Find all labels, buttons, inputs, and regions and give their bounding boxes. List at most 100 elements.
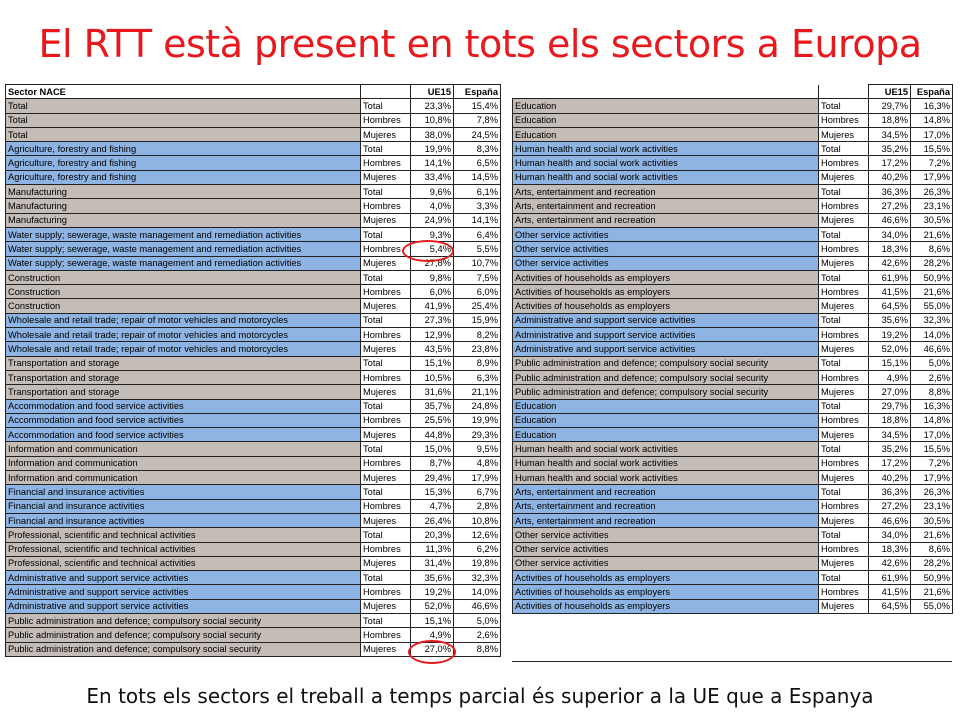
- sector-cell: Administrative and support service activ…: [512, 341, 819, 357]
- ue15-value: 19,2%: [410, 584, 454, 600]
- ue15-value: 34,5%: [868, 126, 911, 143]
- sex-cell: Total: [818, 355, 869, 371]
- ue15-value: 41,9%: [410, 298, 454, 314]
- table-row: Accommodation and food service activitie…: [5, 398, 501, 414]
- sex-cell: Total: [360, 312, 411, 329]
- table-row: Activities of households as employers Tot…: [512, 570, 953, 586]
- ue15-value: 20,3%: [410, 527, 454, 543]
- espana-value: 21,6%: [910, 226, 953, 243]
- highlight-circle-water-hombres: [402, 240, 454, 262]
- table-row: Professional, scientific and technical a…: [5, 527, 501, 543]
- sex-cell: Hombres: [360, 541, 411, 557]
- espana-value: 6,5%: [453, 155, 501, 171]
- table-row: Financial and insurance activities Total 1…: [5, 484, 501, 500]
- table-row: Information and communication Hombres 8,7%…: [5, 455, 501, 472]
- table-row: Total Total 23,3% 15,4%: [5, 98, 501, 114]
- ue15-value: 8,7%: [410, 455, 454, 472]
- espana-value: 14,0%: [453, 584, 501, 600]
- sector-cell: Human health and social work activities: [512, 169, 819, 186]
- espana-value: 6,2%: [453, 541, 501, 557]
- sector-cell: Wholesale and retail trade; repair of mo…: [5, 312, 361, 329]
- table-row: Public administration and defence; compu…: [512, 369, 953, 386]
- ue15-value: 15,3%: [410, 484, 454, 500]
- table-row: Other service activities Total 34,0% 21,6%: [512, 226, 953, 243]
- espana-value: 21,6%: [910, 284, 953, 300]
- ue15-value: 9,6%: [410, 184, 454, 200]
- sex-cell: Total: [818, 184, 869, 200]
- table-row: Agriculture, forestry and fishing Mujeres…: [5, 169, 501, 186]
- table-row: Other service activities Mujeres 42,6% 28,2…: [512, 255, 953, 271]
- table-row: Human health and social work activities T…: [512, 441, 953, 457]
- sector-cell: Other service activities: [512, 555, 819, 572]
- table-row: Transportation and storage Mujeres 31,6% 21…: [5, 384, 501, 400]
- sex-cell: Total: [818, 98, 869, 114]
- sector-cell: Accommodation and food service activitie…: [5, 427, 361, 443]
- ue15-value: 64,5%: [868, 598, 911, 614]
- ue15-value: 36,3%: [868, 484, 911, 500]
- espana-value: 23,1%: [910, 498, 953, 514]
- sector-cell: Human health and social work activities: [512, 470, 819, 486]
- right-sector-table: UE15 España Education Total 29,7% 16,3% Educ…: [512, 83, 953, 614]
- sector-cell: Manufacturing: [5, 198, 361, 214]
- ue15-value: 25,5%: [410, 412, 454, 429]
- ue15-value: 36,3%: [868, 184, 911, 200]
- sector-cell: Education: [512, 398, 819, 414]
- table-row: Total Mujeres 38,0% 24,5%: [5, 126, 501, 143]
- espana-value: 19,8%: [453, 555, 501, 572]
- sector-cell: Water supply; sewerage, waste management…: [5, 226, 361, 243]
- sex-cell: Mujeres: [360, 427, 411, 443]
- sex-cell: Hombres: [360, 155, 411, 171]
- ue15-value: 24,9%: [410, 212, 454, 228]
- espana-value: 8,6%: [910, 241, 953, 257]
- left-table-header: Sector NACE UE15 España: [5, 83, 501, 100]
- sex-cell: Hombres: [818, 155, 869, 171]
- table-row: Education Total 29,7% 16,3%: [512, 98, 953, 114]
- table-row: Transportation and storage Hombres 10,5% 6,…: [5, 369, 501, 386]
- espana-value: 15,9%: [453, 312, 501, 329]
- espana-value: 17,9%: [910, 169, 953, 186]
- ue15-value: 17,2%: [868, 455, 911, 472]
- table-row: Administrative and support service activ…: [5, 584, 501, 600]
- sector-cell: Arts, entertainment and recreation: [512, 212, 819, 228]
- espana-value: 6,4%: [453, 226, 501, 243]
- sex-cell: Total: [360, 269, 411, 286]
- table-row: Administrative and support service activ…: [512, 341, 953, 357]
- sex-cell: Total: [360, 355, 411, 371]
- ue15-value: 29,4%: [410, 470, 454, 486]
- sector-cell: Education: [512, 412, 819, 429]
- table-row: Arts, entertainment and recreation Hombre…: [512, 498, 953, 514]
- table-row: Human health and social work activities H…: [512, 455, 953, 472]
- sector-cell: Construction: [5, 298, 361, 314]
- ue15-value: 34,0%: [868, 226, 911, 243]
- espana-value: 17,0%: [910, 427, 953, 443]
- ue15-value: 6,0%: [410, 284, 454, 300]
- ue15-value: 15,1%: [410, 355, 454, 371]
- ue15-value: 34,5%: [868, 427, 911, 443]
- sex-cell: Mujeres: [818, 555, 869, 572]
- sector-cell: Human health and social work activities: [512, 455, 819, 472]
- ue15-value: 35,2%: [868, 141, 911, 157]
- header-espana: España: [910, 83, 953, 100]
- highlight-circle-public-admin-mujeres: [408, 640, 456, 664]
- espana-value: 2,8%: [453, 498, 501, 514]
- table-row: Public administration and defence; compu…: [5, 627, 501, 643]
- ue15-value: 15,1%: [868, 355, 911, 371]
- espana-value: 4,8%: [453, 455, 501, 472]
- table-row: Construction Mujeres 41,9% 25,4%: [5, 298, 501, 314]
- sector-cell: Professional, scientific and technical a…: [5, 541, 361, 557]
- table-row: Human health and social work activities H…: [512, 155, 953, 171]
- ue15-value: 4,7%: [410, 498, 454, 514]
- espana-value: 21,6%: [910, 527, 953, 543]
- sex-cell: Hombres: [818, 241, 869, 257]
- sex-cell: Total: [360, 612, 411, 629]
- sector-cell: Manufacturing: [5, 212, 361, 228]
- table-row: Agriculture, forestry and fishing Total 19…: [5, 141, 501, 157]
- espana-value: 23,1%: [910, 198, 953, 214]
- ue15-value: 18,3%: [868, 541, 911, 557]
- espana-value: 32,3%: [453, 570, 501, 586]
- espana-value: 14,8%: [910, 412, 953, 429]
- espana-value: 16,3%: [910, 98, 953, 114]
- sector-cell: Information and communication: [5, 470, 361, 486]
- ue15-value: 27,2%: [868, 198, 911, 214]
- table-row: Manufacturing Total 9,6% 6,1%: [5, 184, 501, 200]
